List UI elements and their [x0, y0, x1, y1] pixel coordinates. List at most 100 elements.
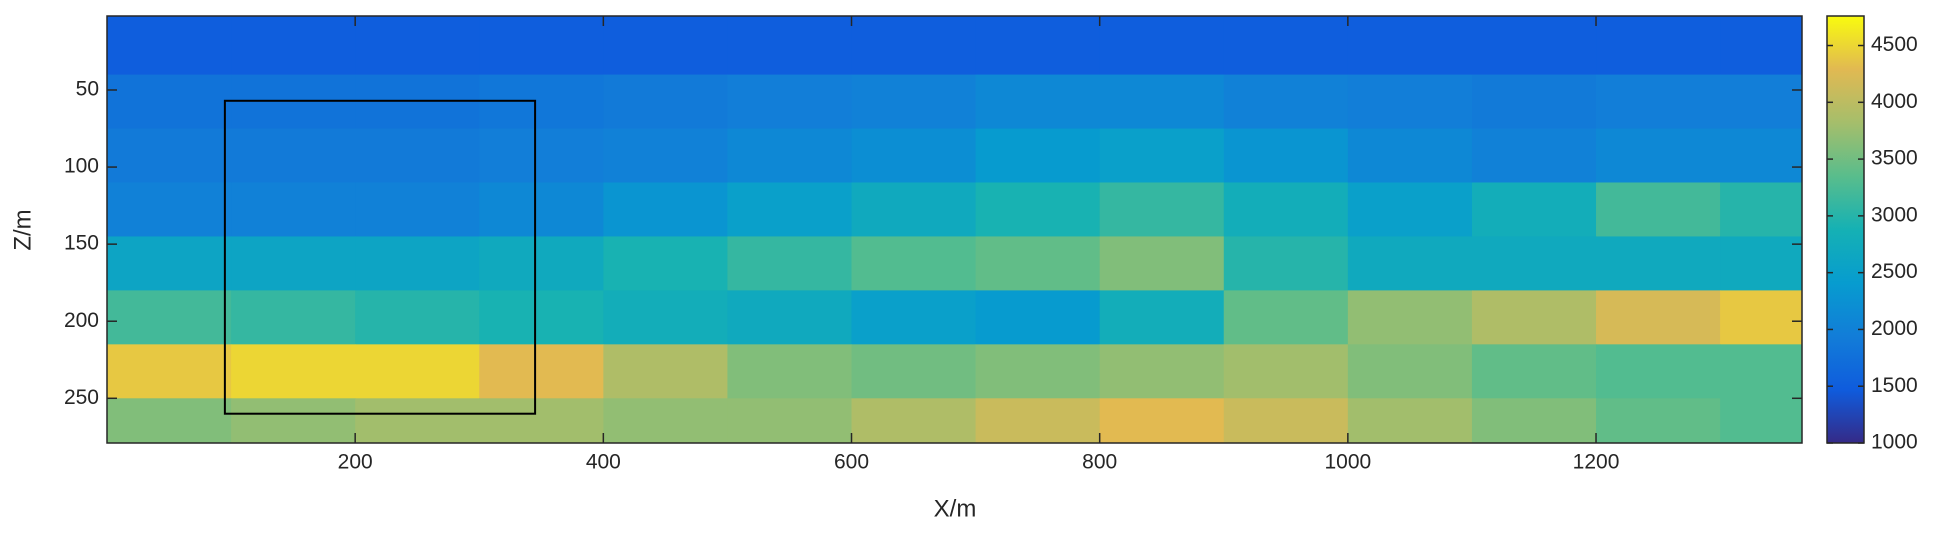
heatmap-cell: [479, 236, 604, 291]
heatmap-cell: [1223, 398, 1349, 444]
x-tick-label: 1000: [1324, 451, 1371, 474]
heatmap-cell: [231, 398, 356, 444]
heatmap-cell: [231, 128, 356, 183]
heatmap-cell: [851, 16, 977, 76]
heatmap-cell: [355, 16, 480, 76]
colorbar-tick-label: 4000: [1871, 90, 1918, 113]
heatmap-cell: [355, 236, 480, 291]
heatmap-cell: [1596, 182, 1721, 237]
heatmap-cell: [1596, 236, 1721, 291]
heatmap-cell: [1720, 16, 1803, 76]
heatmap-cell: [727, 290, 853, 345]
x-axis-label: X/m: [934, 495, 977, 522]
heatmap-cell: [603, 236, 728, 291]
heatmap-cell: [479, 74, 604, 130]
heatmap-cell: [727, 74, 853, 130]
heatmap-cell: [727, 182, 853, 237]
heatmap-cell: [975, 344, 1101, 399]
heatmap-cell: [1099, 16, 1225, 76]
heatmap-cell: [107, 128, 232, 183]
heatmap-cell: [727, 16, 853, 76]
heatmap-cell: [975, 236, 1101, 291]
heatmap-cell: [727, 344, 853, 399]
heatmap-cell: [231, 74, 356, 130]
heatmap-cell: [603, 344, 728, 399]
heatmap-cell: [1471, 398, 1597, 444]
heatmap-cell: [479, 398, 604, 444]
heatmap-cell: [1347, 236, 1473, 291]
colorbar-tick-label: 2500: [1871, 260, 1918, 283]
heatmap-cell: [231, 344, 356, 399]
heatmap-cell: [355, 74, 480, 130]
heatmap-cell: [1596, 16, 1721, 76]
heatmap-cell: [603, 128, 728, 183]
heatmap-cell: [479, 344, 604, 399]
heatmap-cell: [851, 290, 977, 345]
heatmap-cell: [975, 128, 1101, 183]
heatmap-cell: [231, 236, 356, 291]
colorbar: [1826, 15, 1865, 444]
heatmap-cell: [1099, 128, 1225, 183]
heatmap-cell: [851, 128, 977, 183]
x-tick-label: 200: [338, 451, 373, 474]
heatmap-cell: [1099, 344, 1225, 399]
heatmap-cell: [603, 290, 728, 345]
heatmap-cell: [107, 182, 232, 237]
heatmap-cell: [975, 16, 1101, 76]
y-tick-label: 50: [76, 78, 99, 101]
heatmap-cell: [1099, 236, 1225, 291]
heatmap-cell: [107, 74, 232, 130]
heatmap-cell: [1471, 236, 1597, 291]
heatmap-cell: [479, 290, 604, 345]
heatmap-cell: [1720, 128, 1803, 183]
colorbar-tick-label: 3500: [1871, 147, 1918, 170]
colorbar-tick-label: 2000: [1871, 317, 1918, 340]
heatmap-cell: [107, 344, 232, 399]
heatmap-cell: [603, 74, 728, 130]
heatmap-cell: [1347, 182, 1473, 237]
highlight-box: [223, 99, 537, 415]
heatmap-cell: [1347, 16, 1473, 76]
heatmap-cell: [975, 290, 1101, 345]
heatmap-cell: [479, 16, 604, 76]
heatmap-cell: [107, 398, 232, 444]
heatmap-cell: [1099, 74, 1225, 130]
heatmap-cell: [1223, 128, 1349, 183]
heatmap-cell: [1471, 74, 1597, 130]
heatmap-cell: [1596, 74, 1721, 130]
heatmap-cell: [851, 344, 977, 399]
y-tick-label: 250: [64, 386, 99, 409]
heatmap-cell: [231, 16, 356, 76]
heatmap-cell: [1099, 182, 1225, 237]
heatmap-cell: [479, 128, 604, 183]
plot-frame: [106, 15, 1803, 444]
heatmap-cell: [107, 290, 232, 345]
heatmap-cell: [107, 16, 232, 76]
heatmap-cell: [975, 182, 1101, 237]
heatmap-cell: [1347, 128, 1473, 183]
x-tick-label: 800: [1082, 451, 1117, 474]
heatmap-cell: [1720, 290, 1803, 345]
heatmap-cell: [851, 182, 977, 237]
heatmap-cell: [727, 398, 853, 444]
heatmap-cell: [355, 398, 480, 444]
colorbar-tick-label: 3000: [1871, 203, 1918, 226]
heatmap-cell: [1720, 236, 1803, 291]
y-axis-label: Z/m: [9, 209, 36, 250]
heatmap-cell: [727, 128, 853, 183]
heatmap-cell: [1471, 16, 1597, 76]
heatmap-cell: [1720, 344, 1803, 399]
heatmap-cell: [603, 398, 728, 444]
heatmap-cell: [1223, 344, 1349, 399]
heatmap-cell: [1223, 16, 1349, 76]
heatmap-cell: [231, 182, 356, 237]
heatmap-cell: [603, 16, 728, 76]
heatmap-cell: [231, 290, 356, 345]
heatmap-cell: [1596, 344, 1721, 399]
heatmap-cell: [975, 398, 1101, 444]
heatmap-cell: [1099, 290, 1225, 345]
heatmap-cell: [1347, 344, 1473, 399]
heatmap-cell: [1720, 182, 1803, 237]
colorbar-tick-label: 4500: [1871, 33, 1918, 56]
